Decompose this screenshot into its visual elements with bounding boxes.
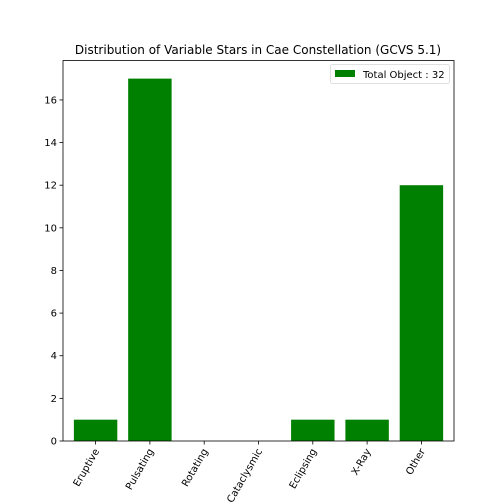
y-tick-label: 8 [51,266,57,277]
y-tick-label: 0 [51,437,57,448]
x-axis: Eruptive Pulsating Rotating Cataclysmic Ecli… [72,441,429,504]
x-tick-label: Eruptive [72,447,102,489]
bar-x-ray [345,420,388,441]
y-axis: 0 2 4 6 8 10 12 14 16 [44,95,63,447]
legend: Total Object : 32 [331,65,450,84]
x-tick-label: X-Ray [350,447,374,477]
bars-group [74,79,443,441]
x-tick-label: Eclipsing [288,447,320,491]
y-tick-label: 2 [51,394,57,405]
y-tick-label: 16 [44,95,57,106]
y-tick-label: 6 [51,309,57,320]
bar-other [400,185,443,441]
x-tick-label: Pulsating [124,447,156,492]
bar-pulsating [128,79,171,441]
y-tick-label: 12 [44,181,57,192]
y-tick-label: 4 [51,351,57,362]
x-tick-label: Rotating [180,447,211,489]
legend-swatch [335,70,355,77]
bar-eclipsing [291,420,334,441]
bar-eruptive [74,420,117,441]
x-tick-label: Cataclysmic [225,447,265,504]
legend-label: Total Object : 32 [362,70,445,81]
plot-frame [63,61,454,442]
y-tick-label: 14 [44,138,57,149]
chart-title: Distribution of Variable Stars in Cae Co… [75,43,441,57]
x-tick-label: Other [404,446,428,477]
y-tick-label: 10 [44,223,57,234]
